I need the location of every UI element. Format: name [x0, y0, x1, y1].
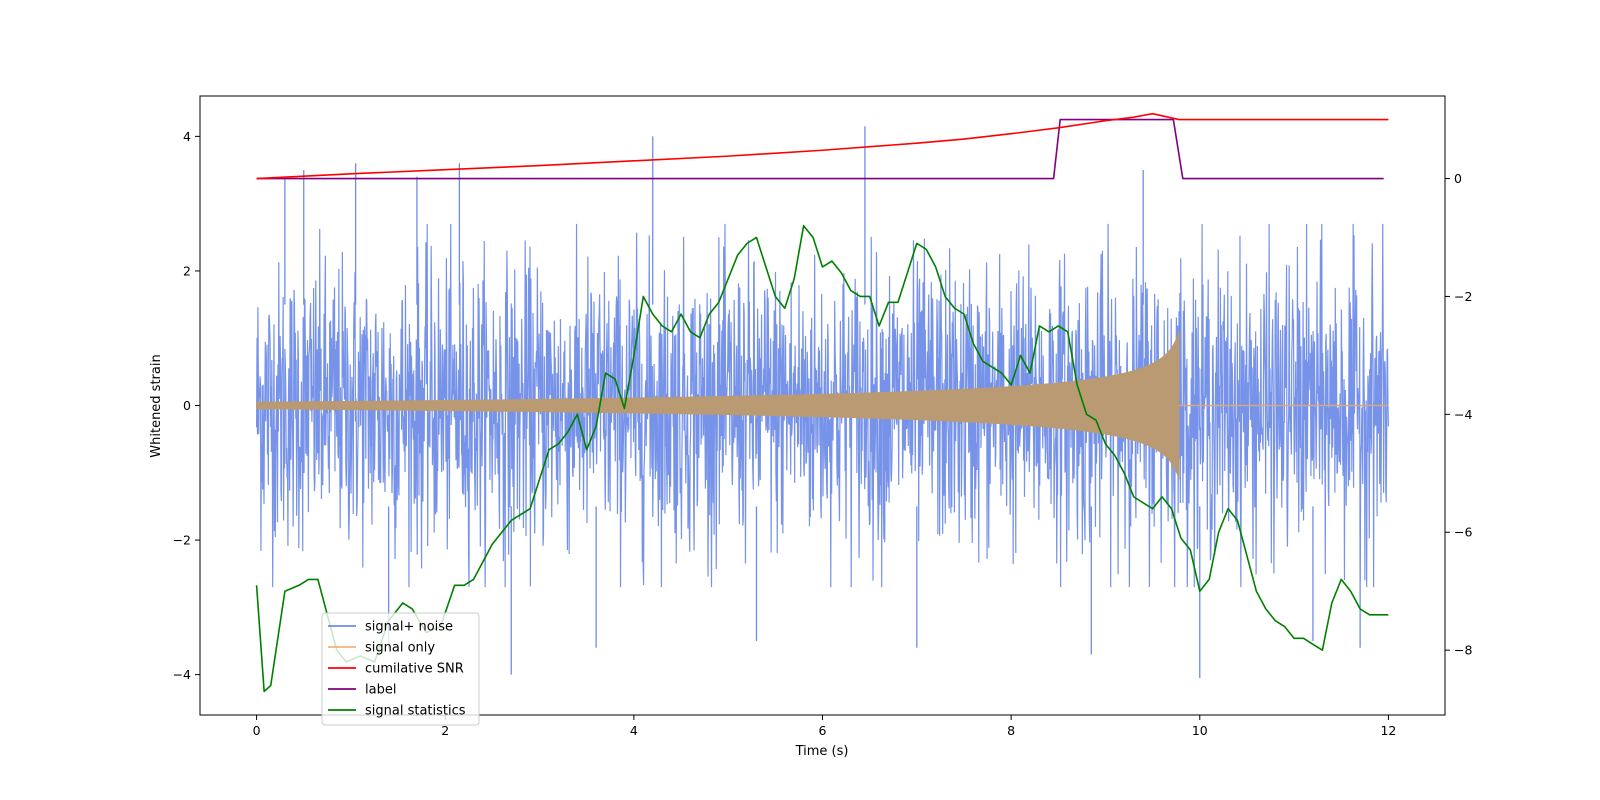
- signal-only-envelope: [256, 331, 1180, 480]
- x-tick-label: 8: [1007, 723, 1015, 738]
- signal-statistics-line: [255, 224, 1389, 693]
- x-tick-label: 10: [1192, 723, 1208, 738]
- y2-tick-label: −2: [1454, 289, 1472, 304]
- x-tick-label: 0: [253, 723, 261, 738]
- signal-only-layer: [256, 331, 1389, 480]
- plot-area: [255, 112, 1390, 693]
- legend: signal+ noise signal only cumilative SNR la…: [321, 612, 480, 726]
- y-tick-label: 2: [183, 263, 191, 278]
- x-tick-label: 6: [819, 723, 827, 738]
- x-tick-label: 12: [1380, 723, 1396, 738]
- legend-entry: signal only: [365, 641, 435, 656]
- legend-entry: cumilative SNR: [365, 662, 464, 677]
- x-axis-label: Time (s): [795, 744, 849, 759]
- y-tick-label: 4: [183, 129, 191, 144]
- legend-box: [321, 612, 480, 726]
- y-tick-label: −4: [173, 667, 191, 682]
- legend-entry: signal+ noise: [365, 620, 453, 635]
- legend-entry: signal statistics: [365, 704, 466, 719]
- y-tick-label: 0: [183, 398, 191, 413]
- y2-tick-label: 0: [1454, 171, 1462, 186]
- y2-tick-label: −4: [1454, 407, 1472, 422]
- y-tick-label: −2: [173, 533, 191, 548]
- x-tick-label: 2: [441, 723, 449, 738]
- label-line: [256, 118, 1384, 180]
- legend-entry: label: [365, 683, 396, 698]
- y-axis-label: Whitened strain: [149, 354, 164, 457]
- cumilative-snr-line: [256, 112, 1389, 180]
- x-tick-label: 4: [630, 723, 638, 738]
- y2-tick-label: −8: [1454, 643, 1472, 658]
- y-axis-left: −4 −2 0 2 4: [173, 129, 200, 682]
- y2-tick-label: −6: [1454, 525, 1472, 540]
- y-axis-right: −8 −6 −4 −2 0: [1445, 171, 1472, 658]
- right-axis-lines-layer: [255, 112, 1389, 693]
- x-axis: 0 2 4 6 8 10 12: [253, 715, 1396, 738]
